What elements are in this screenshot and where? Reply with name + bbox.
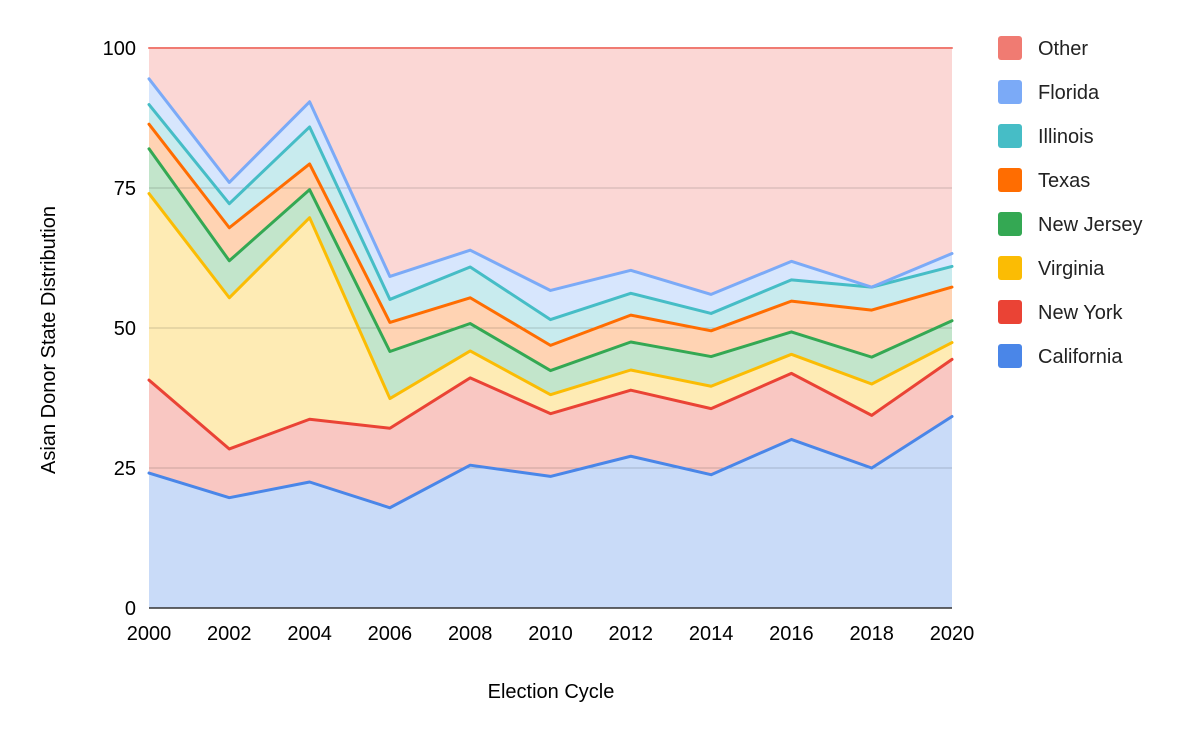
legend-label: Other bbox=[1038, 38, 1088, 60]
legend-label: New Jersey bbox=[1038, 214, 1142, 236]
legend-label: Illinois bbox=[1038, 126, 1094, 148]
legend-item-new-york: New York bbox=[998, 300, 1123, 324]
line-texas bbox=[147, 122, 954, 347]
x-tick-label: 2018 bbox=[849, 623, 894, 645]
legend-label: Texas bbox=[1038, 170, 1090, 192]
y-tick-label: 75 bbox=[114, 178, 136, 200]
line-new-york bbox=[147, 357, 954, 451]
x-tick-label: 2016 bbox=[769, 623, 814, 645]
legend-label: Virginia bbox=[1038, 258, 1105, 280]
x-tick-label: 2020 bbox=[930, 623, 975, 645]
legend-item-new-jersey: New Jersey bbox=[998, 212, 1142, 236]
area-other bbox=[149, 48, 952, 295]
x-tick-label: 2012 bbox=[609, 623, 654, 645]
legend: Other Florida Illinois Texas New Jersey Virgi… bbox=[998, 36, 1142, 368]
x-tick-label: 2008 bbox=[448, 623, 493, 645]
legend-swatch bbox=[998, 124, 1022, 148]
legend-swatch bbox=[998, 80, 1022, 104]
legend-label: New York bbox=[1038, 302, 1123, 324]
legend-swatch bbox=[998, 36, 1022, 60]
areas-layer bbox=[149, 48, 952, 608]
line-virginia bbox=[147, 192, 954, 401]
area-california bbox=[149, 416, 952, 608]
legend-swatch bbox=[998, 256, 1022, 280]
x-tick-label: 2014 bbox=[689, 623, 734, 645]
x-axis-title: Election Cycle bbox=[488, 681, 615, 703]
legend-item-other: Other bbox=[998, 36, 1088, 60]
legend-swatch bbox=[998, 212, 1022, 236]
y-tick-label: 50 bbox=[114, 318, 136, 340]
series-lines bbox=[147, 47, 954, 510]
x-tick-label: 2006 bbox=[368, 623, 413, 645]
legend-item-florida: Florida bbox=[998, 80, 1100, 104]
legend-item-texas: Texas bbox=[998, 168, 1090, 192]
legend-swatch bbox=[998, 300, 1022, 324]
legend-swatch bbox=[998, 168, 1022, 192]
line-california bbox=[147, 414, 954, 510]
legend-swatch bbox=[998, 344, 1022, 368]
y-tick-label: 0 bbox=[125, 598, 136, 620]
legend-item-virginia: Virginia bbox=[998, 256, 1105, 280]
x-tick-label: 2002 bbox=[207, 623, 252, 645]
legend-item-illinois: Illinois bbox=[998, 124, 1094, 148]
legend-label: California bbox=[1038, 346, 1123, 368]
area-virginia bbox=[149, 193, 952, 449]
line-illinois bbox=[147, 103, 954, 322]
y-tick-label: 25 bbox=[114, 458, 136, 480]
x-tick-label: 2010 bbox=[528, 623, 573, 645]
axes: 0 25 50 75 100 2000 2002 2004 2006 2008 2010 2012 20… bbox=[103, 38, 975, 645]
line-new-jersey bbox=[147, 147, 954, 373]
y-axis-title: Asian Donor State Distribution bbox=[38, 206, 60, 474]
x-tick-label: 2000 bbox=[127, 623, 172, 645]
legend-item-california: California bbox=[998, 344, 1123, 368]
area-texas bbox=[149, 124, 952, 371]
y-tick-label: 100 bbox=[103, 38, 136, 60]
x-tick-label: 2004 bbox=[287, 623, 332, 645]
area-new-york bbox=[149, 359, 952, 508]
line-florida bbox=[147, 77, 954, 296]
area-new-jersey bbox=[149, 148, 952, 399]
legend-label: Florida bbox=[1038, 82, 1100, 104]
